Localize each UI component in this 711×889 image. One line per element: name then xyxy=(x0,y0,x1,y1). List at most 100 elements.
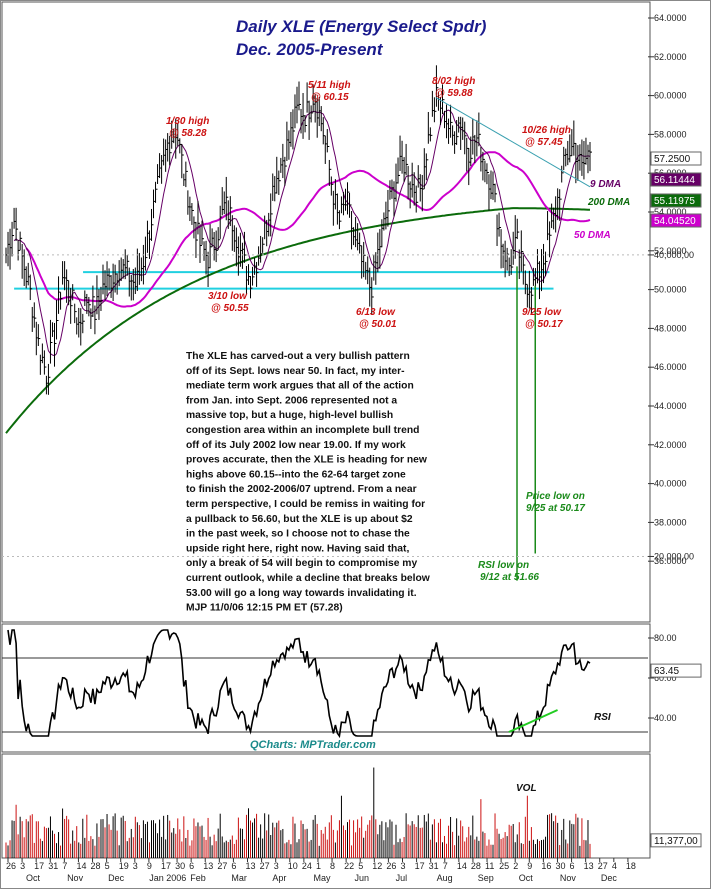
month-label: Dec xyxy=(108,873,125,883)
date-tick-label: 30 xyxy=(555,861,565,871)
price-tick-label: 38.0000 xyxy=(654,517,687,527)
annotation-line1: RSI low on xyxy=(478,560,529,571)
chart-subtitle: Dec. 2005-Present xyxy=(236,40,384,59)
volume-last-tag xyxy=(650,833,702,848)
month-label: May xyxy=(313,873,331,883)
date-tick-label: 27 xyxy=(598,861,608,871)
ma-9-line xyxy=(13,109,591,357)
volume-label: VOL xyxy=(516,783,537,794)
rsi-panel xyxy=(1,623,651,753)
volume-tick-label: 20,000,00 xyxy=(654,551,694,561)
last-value-tag xyxy=(650,193,702,208)
last-value-text: 55.11975 xyxy=(654,196,695,207)
annotation-line1: 3/10 low xyxy=(208,291,248,302)
price-tick-label: 58.0000 xyxy=(654,129,687,139)
commentary-line: congestion area within an incomplete bul… xyxy=(186,425,419,436)
date-tick-label: 2 xyxy=(513,861,518,871)
price-tick-label: 54.0000 xyxy=(654,207,687,217)
date-tick-label: 7 xyxy=(62,861,67,871)
commentary: The XLE has carved-out a very bullish pa… xyxy=(186,351,431,614)
commentary-line: massive top, but a huge, high-level bull… xyxy=(186,410,393,421)
commentary-line: highs above 60.15--into the 62-64 target… xyxy=(186,469,406,480)
date-tick-label: 5 xyxy=(358,861,363,871)
last-value-tag xyxy=(650,151,702,166)
date-tick-label: 7 xyxy=(443,861,448,871)
date-tick-label: 13 xyxy=(584,861,594,871)
date-tick-label: 5 xyxy=(105,861,110,871)
ma-9-label: 9 DMA xyxy=(590,179,621,190)
commentary-line: current outlook, while a decline that br… xyxy=(186,573,431,584)
commentary-line: upside right here, right now. Having sai… xyxy=(186,543,409,554)
date-tick-label: 1 xyxy=(316,861,321,871)
moving-averages xyxy=(5,109,591,434)
month-label: Oct xyxy=(519,873,534,883)
month-label: Apr xyxy=(272,873,286,883)
date-tick-label: 17 xyxy=(161,861,171,871)
commentary-line: off of its July 2002 low near 19.00. If … xyxy=(186,440,406,451)
commentary-line: in the past week, so I choose not to cha… xyxy=(186,529,410,540)
date-tick-label: 6 xyxy=(570,861,575,871)
price-bars xyxy=(5,65,592,395)
annotation-line1: 10/26 high xyxy=(522,125,571,136)
price-tick-label: 48.0000 xyxy=(654,323,687,333)
price-tick-label: 42.0000 xyxy=(654,440,687,450)
month-label: Feb xyxy=(190,873,206,883)
annotation-line2: @ 59.88 xyxy=(435,88,473,99)
month-label: Aug xyxy=(437,873,453,883)
price-tick-label: 40.0000 xyxy=(654,479,687,489)
month-label: Jul xyxy=(396,873,408,883)
date-tick-label: 8 xyxy=(330,861,335,871)
rsi-axis: 40.00 60.00 80.00 63.45 xyxy=(2,633,702,733)
commentary-line: from Jan. into Sept. 2006 represented no… xyxy=(186,395,397,406)
annotation-line2: @ 60.15 xyxy=(311,92,349,103)
date-tick-label: 28 xyxy=(91,861,101,871)
date-tick-label: 17 xyxy=(415,861,425,871)
support-lines xyxy=(14,271,554,290)
date-tick-label: 11 xyxy=(485,861,494,871)
rsi-line-path xyxy=(7,629,591,739)
date-tick-label: 24 xyxy=(302,861,312,871)
price-tick-label: 62.0000 xyxy=(654,52,687,62)
date-tick-label: 26 xyxy=(386,861,396,871)
annotation-line2: 9/12 at 51.66 xyxy=(480,572,539,583)
date-tick-label: 14 xyxy=(457,861,467,871)
month-label: Jan 2006 xyxy=(149,873,186,883)
date-tick-label: 9 xyxy=(527,861,532,871)
date-tick-label: 27 xyxy=(260,861,270,871)
annotation-line1: 6/13 low xyxy=(356,307,396,318)
month-label: Sep xyxy=(478,873,494,883)
rsi-tick-label: 40.00 xyxy=(654,713,677,723)
downtrend-line xyxy=(435,97,591,188)
annotation-line1: 5/11 high xyxy=(308,80,351,91)
date-tick-label: 27 xyxy=(217,861,227,871)
commentary-line: proves accurate, then the XLE is heading… xyxy=(186,455,428,466)
rsi-trendline xyxy=(508,709,558,733)
price-tick-label: 60.0000 xyxy=(654,91,687,101)
date-tick-label: 28 xyxy=(471,861,481,871)
annotation-line1: 1/30 high xyxy=(166,116,209,127)
rsi-label: RSI xyxy=(594,712,611,723)
commentary-line: a pullback to 56.60, but the XLE is up a… xyxy=(186,514,413,525)
last-value-text: 54.04520 xyxy=(654,216,696,227)
month-label: Oct xyxy=(26,873,41,883)
rsi-tick-label: 60.00 xyxy=(654,673,677,683)
date-tick-label: 17 xyxy=(34,861,44,871)
last-value-text: 56.11444 xyxy=(654,175,695,186)
price-tick-label: 46.0000 xyxy=(654,362,687,372)
month-label: Jun xyxy=(355,873,370,883)
date-tick-label: 3 xyxy=(274,861,279,871)
price-panel xyxy=(1,1,651,623)
date-tick-label: 3 xyxy=(133,861,138,871)
chart-title: Daily XLE (Energy Select Spdr) xyxy=(236,17,487,36)
annotation-line2: 9/25 at 50.17 xyxy=(526,503,585,514)
date-tick-label: 31 xyxy=(48,861,58,871)
date-tick-label: 19 xyxy=(119,861,129,871)
date-tick-label: 31 xyxy=(429,861,439,871)
price-axis: 36.0000 38.0000 40.0000 42.0000 44.0000 46.00… xyxy=(648,13,687,566)
ma-50-label: 50 DMA xyxy=(574,230,611,241)
commentary-line: only a break of 54 will begin to comprom… xyxy=(186,558,417,569)
ma-50-line xyxy=(25,151,591,308)
